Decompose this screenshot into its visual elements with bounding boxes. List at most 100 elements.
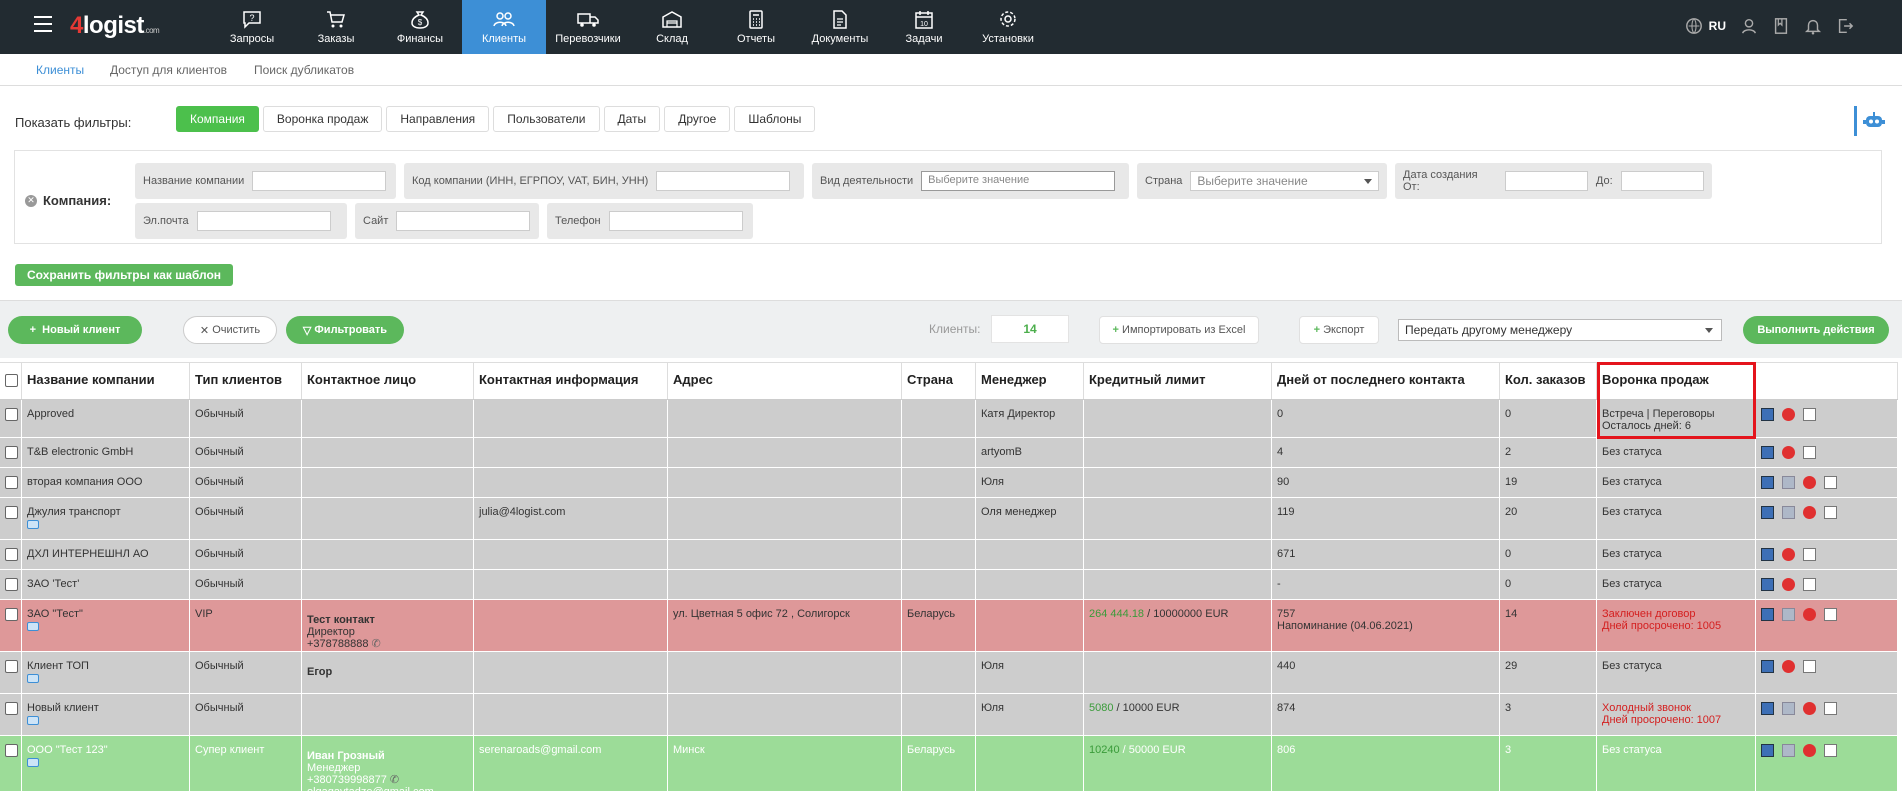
edit-icon[interactable] xyxy=(1782,476,1795,489)
language-switch[interactable]: RU xyxy=(1708,19,1726,33)
company-name[interactable]: Клиент ТОП xyxy=(27,660,89,672)
row-checkbox[interactable] xyxy=(5,408,18,421)
execute-actions-button[interactable]: Выполнить действия xyxy=(1743,316,1889,344)
row-checkbox[interactable] xyxy=(5,744,18,757)
row-checkbox[interactable] xyxy=(5,578,18,591)
filter-tab-1[interactable]: Воронка продаж xyxy=(262,106,383,132)
email-input[interactable] xyxy=(196,211,331,231)
logout-icon[interactable] xyxy=(1836,17,1854,35)
company-name[interactable]: ДХЛ ИНТЕРНЕШНЛ АО xyxy=(27,548,149,560)
copy-icon[interactable] xyxy=(1824,744,1837,757)
company-code-input[interactable] xyxy=(656,171,791,191)
filter-tab-4[interactable]: Даты xyxy=(603,106,661,132)
activity-select[interactable]: Выберите значение xyxy=(921,171,1116,191)
column-header[interactable]: Название компании xyxy=(22,363,190,399)
table-row[interactable]: вторая компания ООО Обычный Юля 90 19 Без ста… xyxy=(0,468,1898,498)
save-filters-template-button[interactable]: Сохранить фильтры как шаблон xyxy=(15,264,234,286)
column-header[interactable]: Кол. заказов xyxy=(1500,363,1597,399)
company-name[interactable]: T&B electronic GmbH xyxy=(27,446,134,458)
table-row[interactable]: ЗАО "Тест" VIP Тест контакт Директор +378788… xyxy=(0,600,1898,652)
copy-icon[interactable] xyxy=(1824,506,1837,519)
table-row[interactable]: ЗАО 'Тест' Обычный - 0 Без статуса xyxy=(0,570,1898,600)
table-row[interactable]: Approved Обычный Катя Директор 0 0 Встреча | … xyxy=(0,400,1898,438)
transfer-manager-select[interactable]: Передать другому менеджеру xyxy=(1398,319,1722,341)
table-row[interactable]: Джулия транспорт Обычный julia@4logist.com… xyxy=(0,498,1898,540)
column-header[interactable]: Контактное лицо xyxy=(302,363,474,399)
filter-tab-3[interactable]: Пользователи xyxy=(493,106,600,132)
hamburger-menu-icon[interactable] xyxy=(34,16,52,32)
company-name[interactable]: Новый клиент xyxy=(27,702,99,714)
new-client-button[interactable]: + Новый клиент xyxy=(8,316,142,344)
import-excel-button[interactable]: + Импортировать из Excel xyxy=(1099,316,1259,344)
nav-users[interactable]: Клиенты xyxy=(462,0,546,54)
nav-question-chat[interactable]: ? Запросы xyxy=(210,0,294,54)
company-name[interactable]: ЗАО "Тест" xyxy=(27,608,83,620)
row-checkbox[interactable] xyxy=(5,446,18,459)
edit-icon[interactable] xyxy=(1782,608,1795,621)
edit-icon[interactable] xyxy=(1782,702,1795,715)
copy-icon[interactable] xyxy=(1803,578,1816,591)
copy-icon[interactable] xyxy=(1803,446,1816,459)
copy-icon[interactable] xyxy=(1803,548,1816,561)
delete-icon[interactable] xyxy=(1803,744,1816,757)
column-header[interactable]: Страна xyxy=(902,363,976,399)
filter-tab-5[interactable]: Другое xyxy=(664,106,731,132)
row-checkbox[interactable] xyxy=(5,506,18,519)
user-icon[interactable] xyxy=(1740,17,1758,35)
logo[interactable]: 4logist.com xyxy=(70,12,160,39)
clear-button[interactable]: ✕ Очистить xyxy=(183,316,277,344)
comment-icon[interactable] xyxy=(27,520,39,529)
nav-cart[interactable]: Заказы xyxy=(294,0,378,54)
company-name[interactable]: ЗАО 'Тест' xyxy=(27,578,80,590)
row-checkbox[interactable] xyxy=(5,608,18,621)
globe-icon[interactable] xyxy=(1685,17,1703,35)
delete-icon[interactable] xyxy=(1803,702,1816,715)
edit-icon[interactable] xyxy=(1782,506,1795,519)
phone-icon[interactable]: ✆ xyxy=(389,774,400,786)
subnav-clients[interactable]: Клиенты xyxy=(36,63,85,77)
copy-icon[interactable] xyxy=(1803,408,1816,421)
view-book-icon[interactable] xyxy=(1761,408,1774,421)
company-name[interactable]: ООО "Тест 123" xyxy=(27,744,108,756)
subnav-duplicate-search[interactable]: Поиск дубликатов xyxy=(254,63,355,77)
row-checkbox[interactable] xyxy=(5,660,18,673)
copy-icon[interactable] xyxy=(1824,608,1837,621)
nav-warehouse[interactable]: Склад xyxy=(630,0,714,54)
table-row[interactable]: Новый клиент Обычный Юля 5080 / 10000 EUR 87… xyxy=(0,694,1898,736)
bookmark-icon[interactable] xyxy=(1772,17,1790,35)
edit-icon[interactable] xyxy=(1782,744,1795,757)
table-row[interactable]: ДХЛ ИНТЕРНЕШНЛ АО Обычный 671 0 Без статуса xyxy=(0,540,1898,570)
row-checkbox[interactable] xyxy=(5,548,18,561)
view-book-icon[interactable] xyxy=(1761,744,1774,757)
company-name[interactable]: Approved xyxy=(27,408,75,420)
copy-icon[interactable] xyxy=(1803,660,1816,673)
copy-icon[interactable] xyxy=(1824,476,1837,489)
delete-icon[interactable] xyxy=(1782,446,1795,459)
comment-icon[interactable] xyxy=(27,674,39,683)
table-row[interactable]: T&B electronic GmbH Обычный artyomB 4 2 Без с… xyxy=(0,438,1898,468)
bell-icon[interactable] xyxy=(1804,17,1822,35)
view-book-icon[interactable] xyxy=(1761,608,1774,621)
company-name-input[interactable] xyxy=(252,171,387,191)
view-book-icon[interactable] xyxy=(1761,506,1774,519)
view-book-icon[interactable] xyxy=(1761,476,1774,489)
comment-icon[interactable] xyxy=(27,716,39,725)
column-header[interactable]: Контактная информация xyxy=(474,363,668,399)
filter-button[interactable]: ▽ Фильтровать xyxy=(286,316,404,344)
nav-document[interactable]: Документы xyxy=(798,0,882,54)
robot-icon[interactable] xyxy=(1854,106,1890,136)
column-header[interactable]: Менеджер xyxy=(976,363,1084,399)
company-name[interactable]: вторая компания ООО xyxy=(27,476,143,488)
view-book-icon[interactable] xyxy=(1761,702,1774,715)
column-header[interactable]: Тип клиентов xyxy=(190,363,302,399)
delete-icon[interactable] xyxy=(1803,506,1816,519)
delete-icon[interactable] xyxy=(1782,660,1795,673)
site-input[interactable] xyxy=(396,211,531,231)
delete-icon[interactable] xyxy=(1782,548,1795,561)
column-header[interactable]: Адрес xyxy=(668,363,902,399)
view-book-icon[interactable] xyxy=(1761,446,1774,459)
nav-truck[interactable]: Перевозчики xyxy=(546,0,630,54)
nav-calendar[interactable]: 10 Задачи xyxy=(882,0,966,54)
column-header[interactable]: Кредитный лимит xyxy=(1084,363,1272,399)
date-to-input[interactable] xyxy=(1620,171,1704,191)
